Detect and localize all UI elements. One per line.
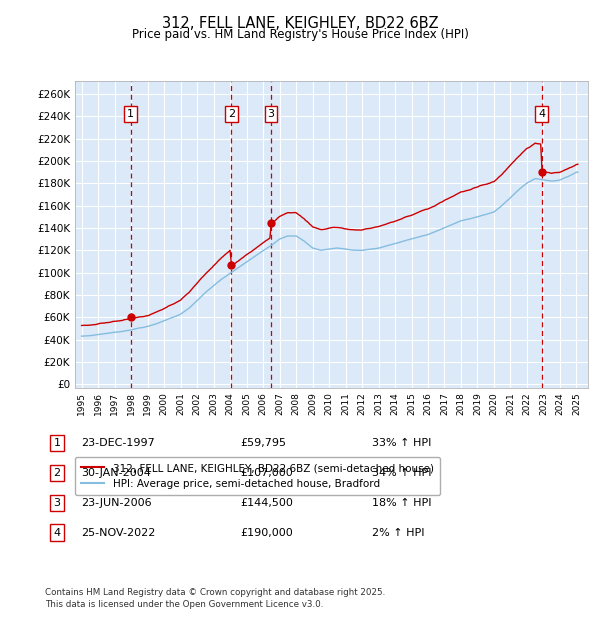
Text: 2% ↑ HPI: 2% ↑ HPI [372, 528, 425, 538]
Text: 23-JUN-2006: 23-JUN-2006 [81, 498, 152, 508]
Text: 25-NOV-2022: 25-NOV-2022 [81, 528, 155, 538]
Text: 3: 3 [53, 498, 61, 508]
Text: 23-DEC-1997: 23-DEC-1997 [81, 438, 155, 448]
Text: 2: 2 [53, 468, 61, 478]
Text: 1: 1 [127, 109, 134, 119]
Text: £190,000: £190,000 [240, 528, 293, 538]
Text: 312, FELL LANE, KEIGHLEY, BD22 6BZ: 312, FELL LANE, KEIGHLEY, BD22 6BZ [161, 16, 439, 30]
Text: 4: 4 [538, 109, 545, 119]
Text: 18% ↑ HPI: 18% ↑ HPI [372, 498, 431, 508]
Text: 2: 2 [228, 109, 235, 119]
Legend: 312, FELL LANE, KEIGHLEY, BD22 6BZ (semi-detached house), HPI: Average price, se: 312, FELL LANE, KEIGHLEY, BD22 6BZ (semi… [75, 457, 440, 495]
Text: 4: 4 [53, 528, 61, 538]
Text: Contains HM Land Registry data © Crown copyright and database right 2025.
This d: Contains HM Land Registry data © Crown c… [45, 588, 385, 609]
Text: 34% ↑ HPI: 34% ↑ HPI [372, 468, 431, 478]
Text: 1: 1 [53, 438, 61, 448]
Text: Price paid vs. HM Land Registry's House Price Index (HPI): Price paid vs. HM Land Registry's House … [131, 28, 469, 41]
Text: 3: 3 [267, 109, 274, 119]
Text: £107,000: £107,000 [240, 468, 293, 478]
Text: 30-JAN-2004: 30-JAN-2004 [81, 468, 151, 478]
Text: £144,500: £144,500 [240, 498, 293, 508]
Text: 33% ↑ HPI: 33% ↑ HPI [372, 438, 431, 448]
Text: £59,795: £59,795 [240, 438, 286, 448]
